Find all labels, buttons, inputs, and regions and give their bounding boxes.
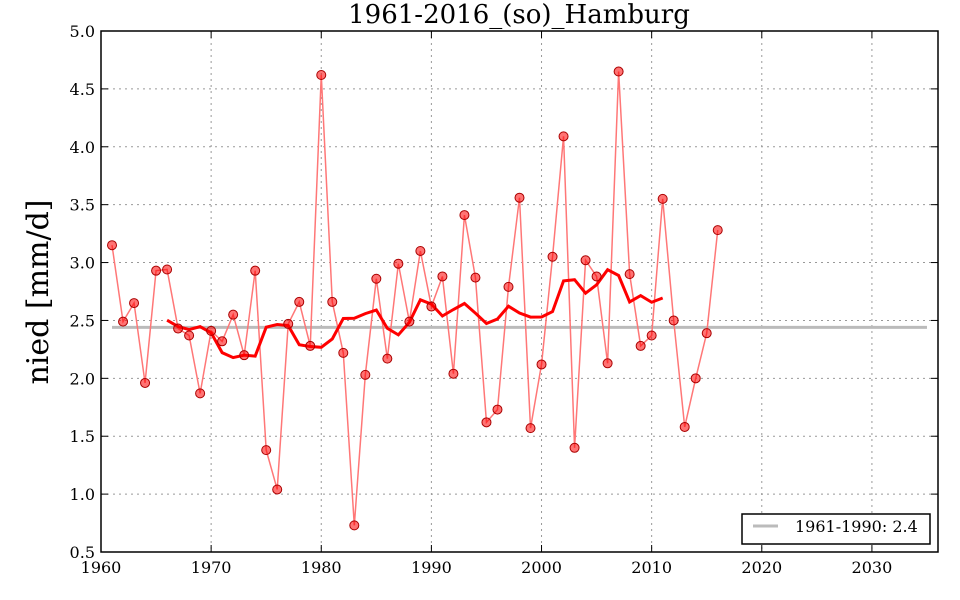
data-point	[206, 325, 217, 336]
data-point	[250, 265, 261, 276]
x-tick-label: 2020	[741, 558, 782, 577]
data-point	[338, 347, 349, 358]
data-point	[646, 330, 657, 341]
data-point	[360, 369, 371, 380]
data-point	[437, 271, 448, 282]
ticks: 1960 1970 1980 1990 2000 2010 2020 2030 0.5 1.0 1.…	[70, 22, 938, 577]
data-point	[151, 265, 162, 276]
x-tick-label: 1960	[81, 558, 122, 577]
y-tick-label: 1.0	[70, 485, 95, 504]
data-point	[701, 328, 712, 339]
data-point	[382, 353, 393, 364]
plot-frame	[100, 30, 939, 553]
data-point	[415, 245, 426, 256]
data-point	[228, 309, 239, 320]
data-point	[393, 258, 404, 269]
y-tick-label: 2.5	[70, 311, 95, 330]
data-point	[591, 271, 602, 282]
data-point	[558, 131, 569, 142]
data-point	[481, 417, 492, 428]
x-tick-label: 2030	[852, 558, 893, 577]
data-point	[690, 373, 701, 384]
x-tick-label: 2000	[521, 558, 562, 577]
x-tick-label: 1970	[191, 558, 232, 577]
data-point	[162, 264, 173, 275]
data-point	[239, 350, 250, 361]
y-tick-label: 4.5	[70, 80, 95, 99]
data-point	[217, 336, 228, 347]
data-point	[536, 359, 547, 370]
data-point	[679, 421, 690, 432]
data-point	[602, 358, 613, 369]
grid	[100, 30, 938, 553]
data-point	[470, 272, 481, 283]
data-point	[107, 240, 118, 251]
x-tick-label: 1990	[411, 558, 452, 577]
x-tick-label: 1980	[301, 558, 342, 577]
data-point	[712, 225, 723, 236]
data-point	[547, 251, 558, 262]
y-tick-label: 0.5	[70, 543, 95, 562]
data-point	[129, 298, 140, 309]
y-tick-label: 2.0	[70, 369, 95, 388]
data-point	[580, 255, 591, 266]
y-tick-label: 4.0	[70, 138, 95, 157]
data-point	[569, 442, 580, 453]
data-point	[503, 281, 514, 292]
chart-title: 1961-2016_(so)_Hamburg	[348, 0, 690, 30]
data-point	[404, 316, 415, 327]
data-point	[305, 340, 316, 351]
legend-label: 1961-1990: 2.4	[795, 517, 918, 536]
running-mean-line	[166, 267, 664, 360]
marks	[107, 66, 927, 531]
data-point	[371, 273, 382, 284]
data-point	[173, 323, 184, 334]
data-point	[349, 520, 360, 531]
data-point	[657, 193, 668, 204]
data-point	[283, 318, 294, 329]
data-point	[272, 484, 283, 495]
y-tick-label: 3.5	[70, 196, 95, 215]
data-point	[327, 296, 338, 307]
y-tick-label: 3.0	[70, 254, 95, 273]
data-point	[195, 388, 206, 399]
x-tick-label: 2010	[631, 558, 672, 577]
data-point	[140, 377, 151, 388]
data-point	[118, 316, 129, 327]
legend: 1961-1990: 2.4	[741, 513, 931, 545]
data-point	[624, 269, 635, 280]
data-point	[316, 69, 327, 80]
data-point	[459, 210, 470, 221]
y-tick-label: 1.5	[70, 427, 95, 446]
y-axis-label: nied [mm/d]	[21, 199, 56, 384]
data-point	[613, 66, 624, 77]
data-point	[184, 330, 195, 341]
data-point	[525, 423, 536, 434]
y-tick-label: 5.0	[70, 22, 95, 41]
data-point	[426, 301, 437, 312]
data-point	[448, 368, 459, 379]
data-point	[514, 192, 525, 203]
data-point	[635, 340, 646, 351]
data-point	[668, 315, 679, 326]
data-point	[261, 445, 272, 456]
data-point	[492, 404, 503, 415]
data-point	[294, 296, 305, 307]
